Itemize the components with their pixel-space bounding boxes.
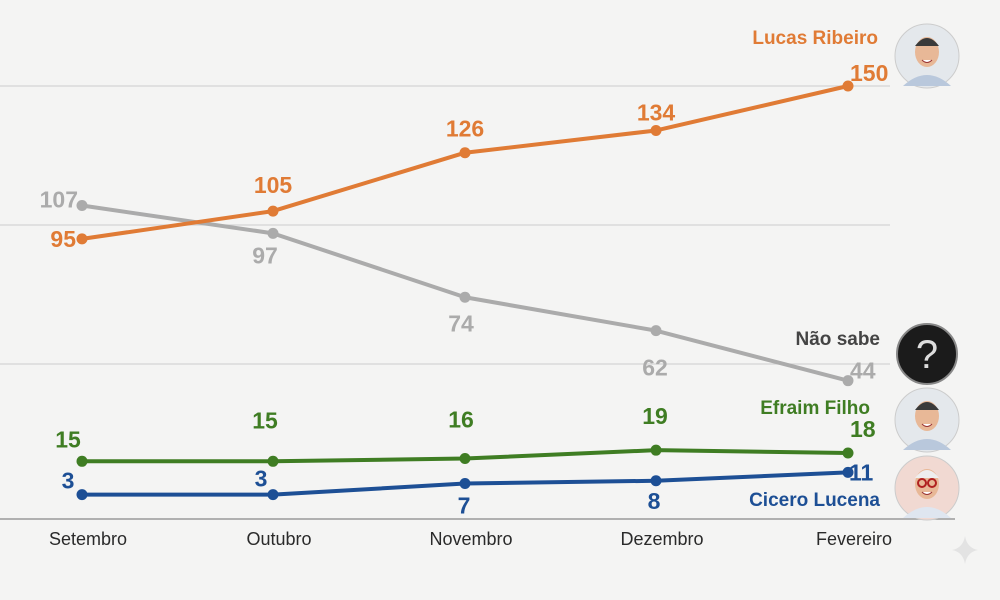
legend-label-cicero-lucena: Cicero Lucena [749,490,880,511]
data-label-cicero-lucena: 7 [458,493,471,519]
data-label-lucas-ribeiro: 150 [850,60,888,86]
data-point-lucas-ribeiro [459,147,471,159]
data-point-n-o-sabe [76,200,88,212]
data-label-n-o-sabe: 44 [850,358,876,384]
data-label-efraim-filho: 19 [642,403,668,429]
data-label-lucas-ribeiro: 105 [254,172,293,198]
data-label-cicero-lucena: 11 [849,459,874,485]
data-point-lucas-ribeiro [76,233,88,245]
data-label-n-o-sabe: 107 [40,187,78,213]
data-label-lucas-ribeiro: 95 [50,226,76,252]
data-point-efraim-filho [76,455,88,467]
data-point-n-o-sabe [267,227,279,239]
data-point-efraim-filho [842,447,854,459]
avatar-body [903,75,951,86]
data-label-cicero-lucena: 8 [648,488,661,514]
data-point-efraim-filho [650,444,662,456]
data-point-lucas-ribeiro [842,80,854,92]
data-label-efraim-filho: 15 [55,426,81,452]
x-tick-label: Fevereiro [816,529,892,549]
x-tick-label: Setembro [49,529,127,549]
avatar-smile [921,491,933,495]
avatar-smile [921,423,933,427]
data-label-n-o-sabe: 62 [642,355,668,381]
data-label-cicero-lucena: 3 [62,468,75,494]
data-point-cicero-lucena [650,475,662,487]
data-point-lucas-ribeiro [650,124,662,136]
data-label-n-o-sabe: 97 [252,242,278,268]
x-tick-label: Outubro [246,529,311,549]
avatar-hair [915,38,939,46]
data-point-n-o-sabe [842,375,854,387]
legend-label-lucas-ribeiro: Lucas Ribeiro [752,28,878,49]
series-line-lucas-ribeiro [81,84,849,241]
data-label-cicero-lucena: 3 [255,466,268,492]
avatar-hair [915,402,939,410]
data-point-efraim-filho [459,453,471,465]
question-glyph: ? [916,333,938,377]
data-point-efraim-filho [267,455,279,467]
data-point-cicero-lucena [76,489,88,501]
avatar-efraim-filho [894,387,960,453]
data-point-lucas-ribeiro [267,205,279,217]
data-label-efraim-filho: 18 [850,416,876,442]
avatar-cicero-lucena [894,455,960,521]
data-label-efraim-filho: 15 [252,407,278,433]
avatar-body [903,439,951,450]
data-point-n-o-sabe [459,291,471,303]
sparkle-icon [952,536,978,564]
legend-label-n-o-sabe: Não sabe [796,329,880,350]
question-mark-icon: ? [896,323,958,385]
avatar-smile [921,59,933,63]
data-label-lucas-ribeiro: 134 [637,99,676,125]
avatar-hair [915,470,939,478]
data-point-cicero-lucena [267,489,279,501]
data-point-cicero-lucena [842,466,854,478]
avatar-body [903,507,951,518]
x-tick-label: Dezembro [620,529,703,549]
x-tick-label: Novembro [429,529,512,549]
data-label-n-o-sabe: 74 [448,310,474,336]
data-point-n-o-sabe [650,325,662,337]
avatar-glasses [927,478,937,488]
data-label-efraim-filho: 16 [448,407,474,433]
data-label-lucas-ribeiro: 126 [446,116,484,142]
legend-label-efraim-filho: Efraim Filho [760,398,870,419]
avatar-glasses [917,478,927,488]
data-point-cicero-lucena [459,478,471,490]
avatar-circle [896,323,958,385]
avatar-lucas-ribeiro [894,23,960,89]
